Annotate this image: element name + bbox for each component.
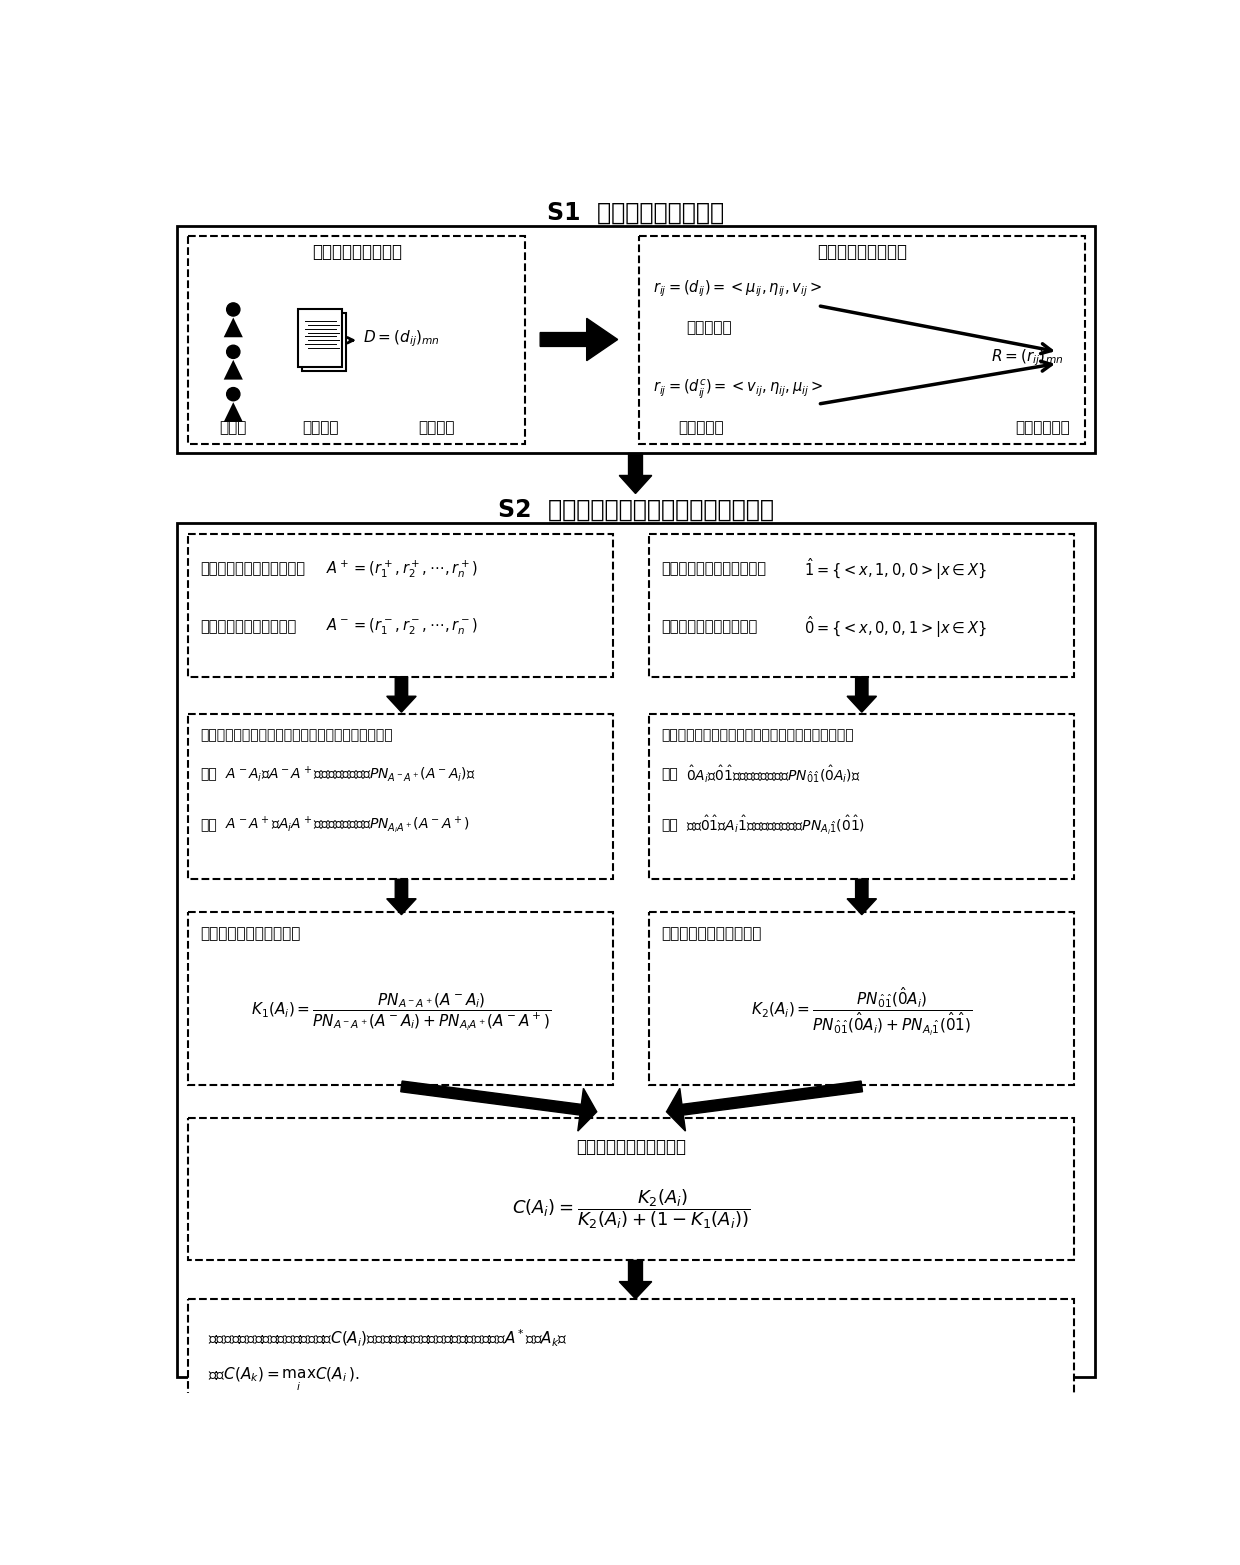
Text: $r_{ij}=(d_{ij}^c)=<v_{ij},\eta_{ij},\mu_{ij}>$: $r_{ij}=(d_{ij}^c)=<v_{ij},\eta_{ij},\mu… (653, 377, 823, 401)
Text: 计算图像模糊权重相对正则投影，可以得到图像模糊: 计算图像模糊权重相对正则投影，可以得到图像模糊 (200, 728, 393, 742)
Polygon shape (387, 676, 417, 712)
Circle shape (227, 304, 239, 316)
Polygon shape (223, 360, 243, 380)
Text: 获取和收集评估信息: 获取和收集评估信息 (312, 243, 402, 261)
Bar (188, 1117, 1074, 1260)
Text: $A^+=(r_1^+,r_2^+,\cdots,r_n^+)$: $A^+=(r_1^+,r_2^+,\cdots,r_n^+)$ (326, 559, 479, 581)
Text: 向量: 向量 (661, 767, 678, 781)
Text: 和图像模糊相对负理想解: 和图像模糊相对负理想解 (200, 620, 296, 634)
Text: 决策矩阵: 决策矩阵 (418, 419, 455, 435)
Text: 以及: 以及 (200, 818, 217, 833)
Bar (650, 534, 1074, 676)
Text: $\hat{1}=\{<x,1,0,0>|x\in X\}$: $\hat{1}=\{<x,1,0,0>|x\in X\}$ (805, 556, 987, 582)
Polygon shape (847, 880, 877, 914)
Text: $R=(r_{ij})_{mn}$: $R=(r_{ij})_{mn}$ (991, 347, 1064, 368)
Text: 计算图像模糊绝对贴近度: 计算图像模糊绝对贴近度 (661, 925, 761, 941)
Text: 确定图像模糊相对正理想解: 确定图像模糊相对正理想解 (200, 562, 305, 576)
Text: 其中$C(A_k)=\max_{i}C(A_i)$.: 其中$C(A_k)=\max_{i}C(A_i)$. (207, 1366, 360, 1393)
Polygon shape (847, 676, 877, 712)
Text: 正则决策矩阵: 正则决策矩阵 (1014, 419, 1069, 435)
Text: $D=(d_{ij})_{mn}$: $D=(d_{ij})_{mn}$ (363, 329, 440, 349)
Text: S2  基于双向投影的图像模糊综合贴近度: S2 基于双向投影的图像模糊综合贴近度 (497, 498, 774, 521)
Text: $K_2(A_i)=\dfrac{PN_{\hat{0}\hat{1}}(\hat{0}A_i)}{PN_{\hat{0}\hat{1}}(\hat{0}A_i: $K_2(A_i)=\dfrac{PN_{\hat{0}\hat{1}}(\ha… (751, 986, 972, 1038)
Text: $A^-=(r_1^-,r_2^-,\cdots,r_n^-)$: $A^-=(r_1^-,r_2^-,\cdots,r_n^-)$ (326, 617, 479, 637)
Polygon shape (541, 318, 618, 360)
Text: 向量: 向量 (200, 767, 217, 781)
Polygon shape (387, 880, 417, 914)
Text: 计算图像模糊权重绝对正则投影，可以得到图像模糊: 计算图像模糊权重绝对正则投影，可以得到图像模糊 (661, 728, 853, 742)
Text: $\hat{0}A_i$在$\hat{0}\hat{1}$上的权重正则投影$PN_{\hat{0}\hat{1}}(\hat{0}A_i)$，: $\hat{0}A_i$在$\hat{0}\hat{1}$上的权重正则投影$PN… (686, 764, 861, 784)
Text: $r_{ij}=(d_{ij})=<\mu_{ij},\eta_{ij},v_{ij}>$: $r_{ij}=(d_{ij})=<\mu_{ij},\eta_{ij},v_{… (653, 279, 822, 299)
Bar (176, 523, 1095, 1377)
Circle shape (227, 388, 239, 401)
Text: $\hat{0}=\{<x,0,0,1>|x\in X\}$: $\hat{0}=\{<x,0,0,1>|x\in X\}$ (805, 613, 987, 640)
Bar (176, 227, 1095, 454)
Text: 和图像模糊绝对负理想解: 和图像模糊绝对负理想解 (661, 620, 758, 634)
Bar (188, 911, 613, 1085)
Circle shape (227, 346, 239, 358)
Bar (650, 911, 1074, 1085)
Polygon shape (223, 318, 243, 336)
Polygon shape (619, 454, 652, 493)
Polygon shape (223, 402, 243, 423)
Text: $K_1(A_i)=\dfrac{PN_{A^-A^+}(A^-A_i)}{PN_{A^-A^+}(A^-A_i)+PN_{A_iA^+}(A^-A^+)}$: $K_1(A_i)=\dfrac{PN_{A^-A^+}(A^-A_i)}{PN… (250, 991, 551, 1033)
Bar (650, 714, 1074, 880)
Bar (640, 236, 1085, 444)
Text: 决策者: 决策者 (219, 419, 247, 435)
Text: 效益型属性: 效益型属性 (686, 319, 732, 335)
Polygon shape (667, 1081, 863, 1131)
Bar (188, 534, 613, 676)
Polygon shape (619, 1260, 652, 1299)
Text: 计算图像模糊相对贴近度: 计算图像模糊相对贴近度 (200, 925, 300, 941)
Text: $C(A_i)=\dfrac{K_2(A_i)}{K_2(A_i)+(1-K_1(A_i))}$: $C(A_i)=\dfrac{K_2(A_i)}{K_2(A_i)+(1-K_1… (512, 1186, 750, 1230)
Bar (188, 1299, 1074, 1413)
Bar (188, 714, 613, 880)
Bar (306, 318, 350, 376)
Text: 决策矩阵规范化处理: 决策矩阵规范化处理 (817, 243, 908, 261)
Text: $A^-A^+$在$A_iA^+$上的权重正则投影$PN_{A_iA^+}(A^-A^+)$: $A^-A^+$在$A_iA^+$上的权重正则投影$PN_{A_iA^+}(A^… (224, 815, 470, 836)
Text: $A^-A_i$在$A^-A^+$上的权重正则投影$PN_{A^-A^+}(A^-A_i)$，: $A^-A_i$在$A^-A^+$上的权重正则投影$PN_{A^-A^+}(A^… (224, 764, 475, 784)
Polygon shape (401, 1081, 596, 1131)
Text: 以及$\hat{0}\hat{1}$在$A_i\hat{1}$上的权重正则投影$PN_{A_i\hat{1}}(\hat{0}\hat{1})$: 以及$\hat{0}\hat{1}$在$A_i\hat{1}$上的权重正则投影$… (686, 814, 866, 837)
Text: 以及: 以及 (661, 818, 678, 833)
Text: 根据各个方案的图像模糊综合贴近度$C(A_i)$的大小对方案集进行优劣排序，最优方案$A^*$选择$A_k$，: 根据各个方案的图像模糊综合贴近度$C(A_i)$的大小对方案集进行优劣排序，最优… (207, 1329, 568, 1349)
Text: 成本型属性: 成本型属性 (678, 419, 724, 435)
Bar (303, 313, 346, 371)
Bar (188, 236, 526, 444)
Text: 计算图像模糊综合贴近度: 计算图像模糊综合贴近度 (577, 1138, 686, 1157)
Text: 给定图像模糊绝对正理想解: 给定图像模糊绝对正理想解 (661, 562, 766, 576)
Text: S1  获取方案的决策信息: S1 获取方案的决策信息 (547, 200, 724, 224)
Bar (299, 310, 342, 368)
Text: 评估信息: 评估信息 (301, 419, 339, 435)
